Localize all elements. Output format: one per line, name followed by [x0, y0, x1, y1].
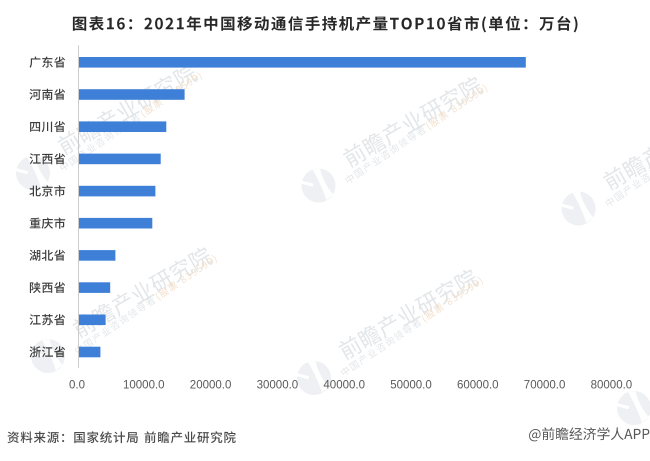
svg-text:60000.0: 60000.0	[457, 380, 499, 392]
svg-text:80000.0: 80000.0	[591, 380, 633, 392]
svg-text:0.0: 0.0	[69, 380, 85, 392]
svg-text:70000.0: 70000.0	[524, 380, 566, 392]
svg-text:10000.0: 10000.0	[123, 380, 165, 392]
svg-text:50000.0: 50000.0	[390, 380, 432, 392]
svg-text:30000.0: 30000.0	[257, 380, 299, 392]
svg-text:40000.0: 40000.0	[323, 380, 365, 392]
svg-text:20000.0: 20000.0	[190, 380, 232, 392]
